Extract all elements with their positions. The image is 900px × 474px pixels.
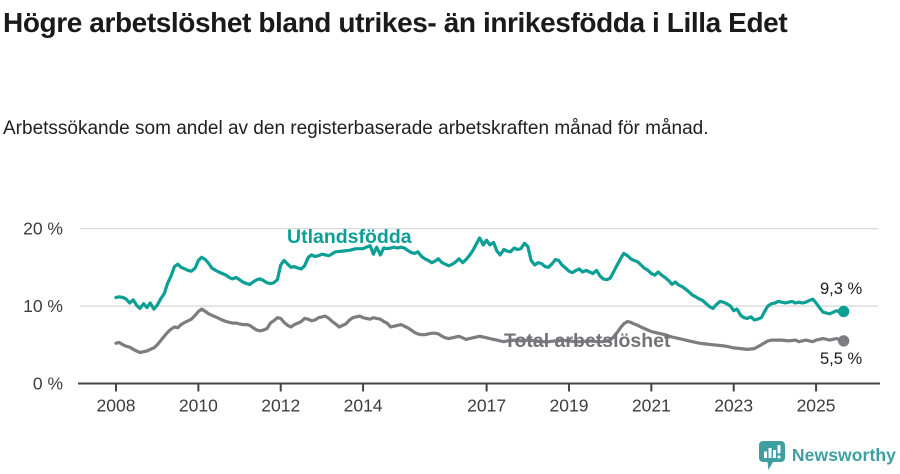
x-tick-label: 2017 — [467, 396, 506, 416]
unemployment-line-chart: 2008 2010 2012 2014 2017 2019 2021 2023 2025 0 % 1… — [23, 219, 880, 416]
x-tick-label: 2025 — [797, 396, 836, 416]
series-end-dot — [837, 335, 850, 347]
x-tick-label: 2014 — [344, 396, 383, 416]
x-tick-label: 2012 — [261, 396, 300, 416]
y-tick-label: 10 % — [23, 296, 63, 316]
y-tick-label: 0 % — [33, 374, 63, 394]
chart-subtitle: Arbetssökande som andel av den registerb… — [3, 118, 709, 139]
end-value-label-total: 5,5 % — [820, 350, 863, 368]
series-label: Utlandsfödda — [287, 226, 412, 248]
x-tick-label: 2019 — [550, 396, 589, 416]
series-label: Total arbetslöshet — [504, 330, 671, 352]
brand-name: Newsworthy — [791, 445, 896, 465]
x-tick-label: 2021 — [632, 396, 671, 416]
y-tick-label: 20 % — [23, 219, 63, 239]
brand-footer: Newsworthy — [758, 441, 896, 470]
page-title: Högre arbetslöshet bland utrikes- än inr… — [3, 7, 788, 38]
series-line-total-arbetslöshet — [114, 307, 846, 355]
end-value-label-utlandsfodda: 9,3 % — [820, 280, 863, 298]
series-line-utlandsfödda — [114, 236, 846, 322]
line-chart: 2008 2010 2012 2014 2017 2019 2021 2023 2025 0 % 1… — [0, 195, 900, 440]
newsworthy-logo-icon — [758, 441, 785, 470]
x-tick-label: 2010 — [179, 396, 218, 416]
x-tick-label: 2008 — [97, 396, 136, 416]
series-end-dot — [837, 305, 850, 318]
x-tick-label: 2023 — [714, 396, 753, 416]
